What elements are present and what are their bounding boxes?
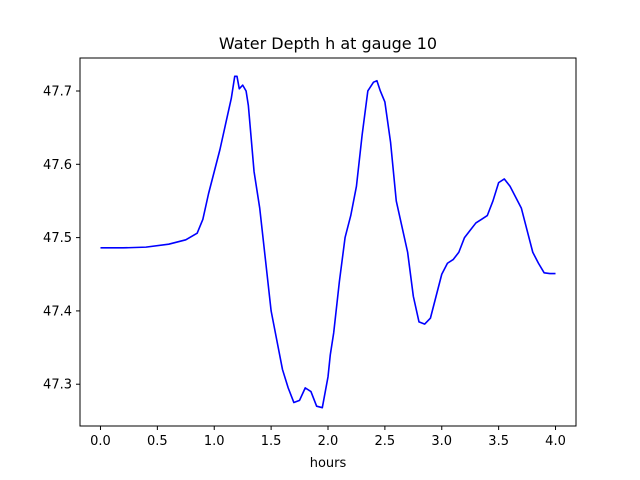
y-tick-label: 47.3 bbox=[43, 378, 72, 393]
x-tick-label: 2.0 bbox=[318, 434, 339, 449]
x-tick-label: 1.5 bbox=[261, 434, 282, 449]
chart-title: Water Depth h at gauge 10 bbox=[219, 34, 437, 53]
x-tick-label: 0.5 bbox=[147, 434, 168, 449]
y-tick-label: 47.4 bbox=[43, 304, 72, 319]
x-axis-label: hours bbox=[310, 456, 347, 471]
y-tick-label: 47.6 bbox=[43, 158, 72, 173]
x-tick-label: 0.0 bbox=[90, 434, 111, 449]
y-tick-label: 47.5 bbox=[43, 231, 72, 246]
x-tick-label: 3.0 bbox=[431, 434, 452, 449]
series-line-0 bbox=[100, 75, 556, 409]
y-tick-label: 47.7 bbox=[43, 84, 72, 99]
x-tick-label: 4.0 bbox=[545, 434, 566, 449]
y-axis: 47.3 47.4 47.5 47.6 47.7 bbox=[43, 84, 80, 393]
plot-layer bbox=[100, 75, 556, 409]
x-tick-label: 3.5 bbox=[488, 434, 509, 449]
x-tick-label: 2.5 bbox=[375, 434, 396, 449]
x-axis: 0.0 0.5 1.0 1.5 2.0 2.5 3.0 3.5 4.0 bbox=[90, 426, 566, 449]
x-tick-label: 1.0 bbox=[204, 434, 225, 449]
